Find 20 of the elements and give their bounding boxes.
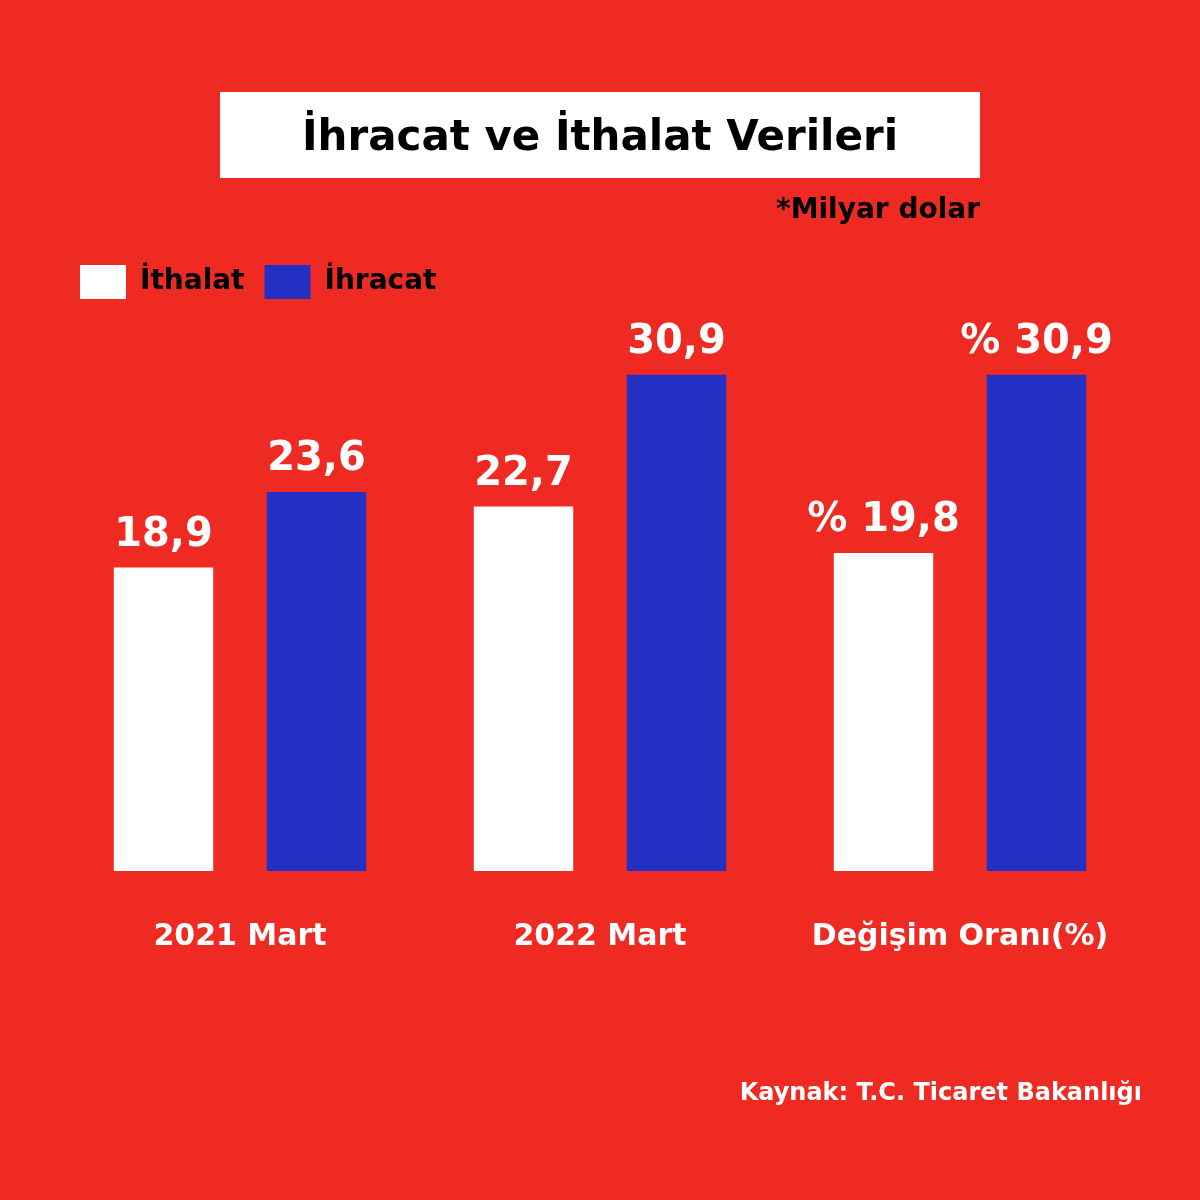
bar [113,567,214,871]
x-tick-label: 2021 Mart [153,916,327,952]
x-tick-label: Değişim Oranı(%) [811,916,1109,952]
bar [986,374,1087,871]
bar [473,506,574,871]
x-tick-label: 2022 Mart [513,916,687,952]
data-label: % 19,8 [807,494,960,541]
data-label: 22,7 [474,447,573,494]
data-label: 18,9 [114,508,213,555]
bar [833,553,934,871]
bar [266,492,367,871]
bar [626,374,727,871]
data-label: 30,9 [627,316,726,363]
data-label: % 30,9 [960,316,1113,363]
chart-title: İhracat ve İthalat Verileri [220,92,980,178]
legend-label: İhracat [324,262,437,297]
data-label: 23,6 [267,433,366,480]
text: Kaynak: T.C. Ticaret Bakanlığı [739,1078,1142,1106]
legend-label: İthalat [140,262,245,297]
chart-subtitle: *Milyar dolar [776,192,980,225]
